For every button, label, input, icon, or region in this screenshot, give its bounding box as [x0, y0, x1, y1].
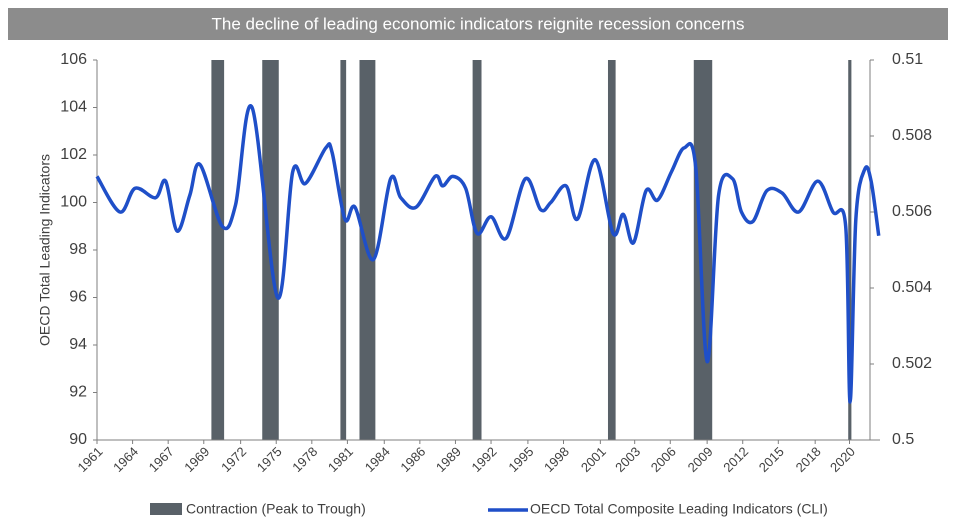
contraction-span	[340, 60, 347, 440]
x-tick-label: 2020	[827, 444, 858, 475]
x-tick-label: 1967	[146, 444, 177, 475]
y2-tick-label: 0.5	[892, 431, 914, 448]
y-tick-label: 96	[69, 289, 87, 306]
y-tick-label: 98	[69, 241, 87, 258]
x-tick-label: 2003	[612, 444, 643, 475]
y-tick-label: 106	[60, 51, 87, 68]
y2-tick-label: 0.51	[892, 51, 923, 68]
x-tick-label: 2015	[756, 444, 787, 475]
y-axis-label: OECD Total Leading Indicators	[37, 154, 53, 346]
x-tick-label: 2006	[648, 444, 679, 475]
x-tick-label: 2012	[720, 444, 751, 475]
x-tick-label: 1981	[325, 444, 356, 475]
y-tick-label: 92	[69, 384, 87, 401]
y2-tick-label: 0.504	[892, 279, 932, 296]
legend-label: Contraction (Peak to Trough)	[186, 501, 366, 517]
legend-swatch	[150, 503, 182, 515]
y-tick-label: 104	[60, 99, 87, 116]
x-tick-label: 1975	[254, 444, 285, 475]
x-tick-label: 2009	[685, 444, 716, 475]
title-banner	[8, 8, 948, 40]
x-tick-label: 2001	[578, 444, 609, 475]
x-tick-label: 1995	[505, 444, 536, 475]
chart-title: The decline of leading economic indicato…	[212, 14, 745, 33]
cli-line	[95, 104, 881, 404]
x-tick-label: 1964	[110, 444, 141, 475]
contraction-span	[693, 60, 713, 440]
x-tick-label: 1969	[181, 444, 212, 475]
x-tick-label: 1992	[469, 444, 500, 475]
y-tick-label: 94	[69, 336, 87, 353]
legend-label: OECD Total Composite Leading Indicators …	[530, 501, 828, 517]
y2-tick-label: 0.506	[892, 203, 932, 220]
y-tick-label: 100	[60, 194, 87, 211]
contraction-span	[211, 60, 225, 440]
y2-tick-label: 0.502	[892, 355, 932, 372]
y-tick-label: 90	[69, 431, 87, 448]
contraction-span	[472, 60, 482, 440]
x-tick-label: 2018	[793, 444, 824, 475]
x-tick-label: 1961	[74, 444, 105, 475]
x-tick-label: 1989	[433, 444, 464, 475]
x-tick-label: 1984	[362, 444, 393, 475]
x-tick-label: 1972	[218, 444, 249, 475]
y2-tick-label: 0.508	[892, 127, 932, 144]
contraction-span	[607, 60, 616, 440]
contraction-span	[848, 60, 852, 440]
x-tick-label: 1986	[397, 444, 428, 475]
x-tick-label: 1978	[289, 444, 320, 475]
y-tick-label: 102	[60, 146, 87, 163]
x-tick-label: 1998	[541, 444, 572, 475]
